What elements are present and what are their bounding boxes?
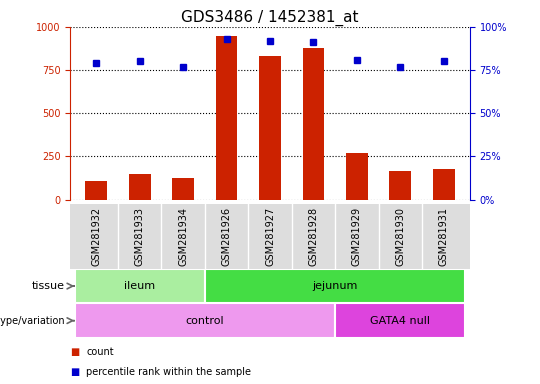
Text: jejunum: jejunum bbox=[313, 281, 358, 291]
Bar bbox=[205, 269, 465, 303]
Text: GSM281927: GSM281927 bbox=[265, 207, 275, 266]
Text: ■: ■ bbox=[70, 347, 79, 357]
Bar bbox=[259, 56, 281, 200]
Bar bbox=[129, 174, 151, 200]
Title: GDS3486 / 1452381_at: GDS3486 / 1452381_at bbox=[181, 9, 359, 25]
Bar bbox=[433, 169, 455, 200]
Text: GSM281928: GSM281928 bbox=[308, 207, 319, 266]
Text: GSM281933: GSM281933 bbox=[134, 207, 145, 266]
Bar bbox=[215, 36, 238, 200]
Text: tissue: tissue bbox=[32, 281, 65, 291]
Text: percentile rank within the sample: percentile rank within the sample bbox=[86, 367, 252, 377]
Text: ■: ■ bbox=[70, 367, 79, 377]
Bar bbox=[75, 269, 205, 303]
Bar bbox=[302, 48, 325, 200]
Text: ileum: ileum bbox=[124, 281, 156, 291]
Text: genotype/variation: genotype/variation bbox=[0, 316, 65, 326]
Text: GATA4 null: GATA4 null bbox=[370, 316, 430, 326]
Bar bbox=[335, 303, 465, 338]
Text: GSM281932: GSM281932 bbox=[91, 207, 102, 266]
Bar bbox=[172, 178, 194, 200]
Text: GSM281926: GSM281926 bbox=[221, 207, 232, 266]
Bar bbox=[346, 153, 368, 200]
Text: control: control bbox=[186, 316, 224, 326]
Text: count: count bbox=[86, 347, 114, 357]
Bar bbox=[75, 303, 335, 338]
Bar bbox=[85, 181, 107, 200]
Text: GSM281929: GSM281929 bbox=[352, 207, 362, 266]
Text: GSM281930: GSM281930 bbox=[395, 207, 406, 266]
Text: GSM281934: GSM281934 bbox=[178, 207, 188, 266]
Text: GSM281931: GSM281931 bbox=[438, 207, 449, 266]
Bar bbox=[389, 171, 411, 200]
